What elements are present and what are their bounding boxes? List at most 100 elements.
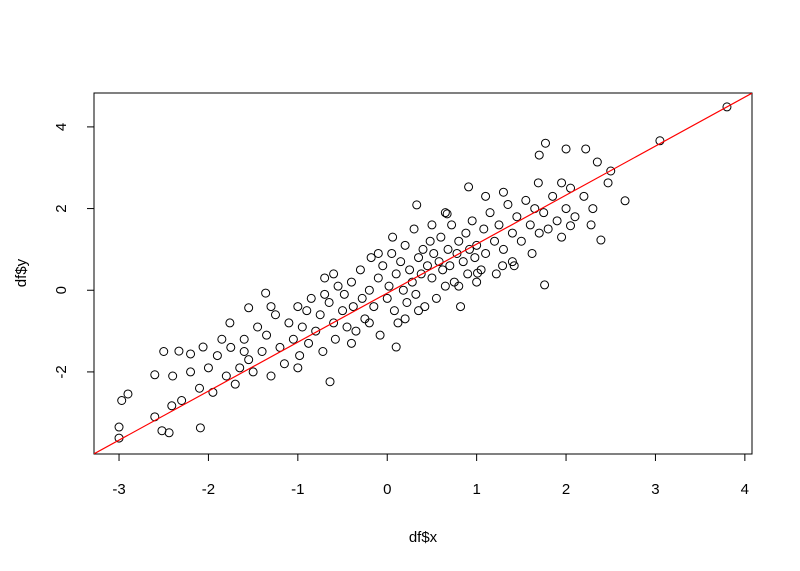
- point: [596, 235, 606, 245]
- point: [266, 371, 276, 381]
- x-tick-label: 1: [472, 481, 480, 498]
- point: [244, 303, 254, 313]
- point: [534, 150, 544, 160]
- point: [445, 261, 455, 271]
- point: [167, 401, 177, 411]
- point: [588, 204, 598, 214]
- point: [396, 257, 406, 267]
- point: [186, 349, 196, 359]
- point: [212, 351, 222, 361]
- point: [431, 293, 441, 303]
- point: [534, 228, 544, 238]
- x-tick-label: 2: [562, 481, 570, 498]
- point: [248, 367, 258, 377]
- point: [454, 236, 464, 246]
- x-axis-label: df$x: [409, 529, 438, 546]
- point: [355, 265, 365, 275]
- point: [225, 318, 235, 328]
- point: [398, 285, 408, 295]
- point: [525, 220, 535, 230]
- point: [346, 338, 356, 348]
- point: [581, 144, 591, 154]
- point: [257, 346, 267, 356]
- point: [351, 326, 361, 336]
- point: [333, 281, 343, 291]
- point: [447, 220, 457, 230]
- point: [498, 187, 508, 197]
- point: [418, 244, 428, 254]
- point: [442, 209, 452, 219]
- point: [539, 208, 549, 218]
- point: [339, 289, 349, 299]
- point: [261, 288, 271, 298]
- point: [491, 269, 501, 279]
- point: [416, 269, 426, 279]
- point: [393, 318, 403, 328]
- point: [498, 261, 508, 271]
- point: [324, 297, 334, 307]
- point: [315, 310, 325, 320]
- point: [174, 346, 184, 356]
- point: [297, 322, 307, 332]
- point: [412, 200, 422, 210]
- point: [194, 383, 204, 393]
- point: [516, 236, 526, 246]
- point: [472, 240, 482, 250]
- point: [440, 281, 450, 291]
- point: [606, 166, 616, 176]
- point: [389, 306, 399, 316]
- point: [472, 277, 482, 287]
- point: [244, 355, 254, 365]
- point: [342, 322, 352, 332]
- point: [384, 281, 394, 291]
- point: [391, 342, 401, 352]
- point: [114, 422, 124, 432]
- point: [436, 232, 446, 242]
- point: [494, 220, 504, 230]
- point: [566, 221, 576, 231]
- point: [266, 302, 276, 312]
- x-tick-label: -2: [202, 481, 215, 498]
- point: [388, 232, 398, 242]
- point: [373, 273, 383, 283]
- point: [198, 342, 208, 352]
- point: [311, 326, 321, 336]
- point: [293, 363, 303, 373]
- x-tick-label: -3: [112, 481, 125, 498]
- point: [329, 269, 339, 279]
- point: [470, 253, 480, 263]
- point: [429, 248, 439, 258]
- point: [481, 191, 491, 201]
- point: [521, 195, 531, 205]
- y-tick-label: 0: [53, 286, 70, 294]
- point: [586, 220, 596, 230]
- point: [440, 208, 450, 218]
- point: [168, 371, 178, 381]
- point: [378, 261, 388, 271]
- point: [561, 144, 571, 154]
- point: [387, 248, 397, 258]
- point: [262, 330, 272, 340]
- point: [330, 334, 340, 344]
- point: [427, 273, 437, 283]
- point: [414, 306, 424, 316]
- point: [239, 334, 249, 344]
- point: [270, 310, 280, 320]
- point: [279, 359, 289, 369]
- point: [293, 302, 303, 312]
- point: [454, 281, 464, 291]
- point: [295, 351, 305, 361]
- point: [391, 269, 401, 279]
- point: [540, 138, 550, 148]
- x-tick-label: 0: [383, 481, 391, 498]
- point: [235, 363, 245, 373]
- point: [548, 191, 558, 201]
- point: [443, 244, 453, 254]
- point: [373, 248, 383, 258]
- point: [346, 277, 356, 287]
- point: [195, 423, 205, 433]
- point: [420, 302, 430, 312]
- point: [464, 182, 474, 192]
- point: [527, 248, 537, 258]
- point: [150, 370, 160, 380]
